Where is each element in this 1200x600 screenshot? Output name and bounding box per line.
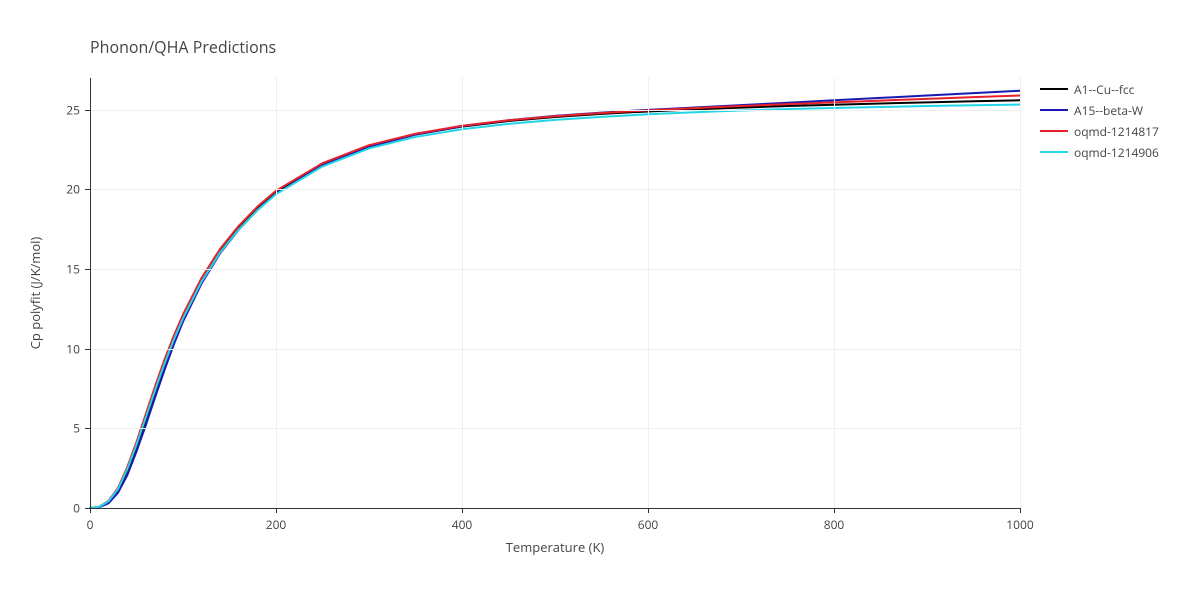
legend-label: oqmd-1214906 [1074, 144, 1159, 161]
y-tick-label: 20 [66, 181, 80, 198]
grid-line-horizontal [90, 349, 1020, 350]
series-line[interactable] [90, 100, 1020, 508]
y-tick-label: 10 [66, 340, 80, 357]
chart-lines-svg [90, 78, 1020, 508]
x-axis-title: Temperature (K) [506, 538, 605, 556]
legend-swatch [1040, 88, 1068, 90]
legend-label: A1--Cu--fcc [1074, 81, 1134, 98]
grid-line-vertical [276, 78, 277, 508]
x-tick-label: 600 [638, 516, 659, 533]
x-tick-label: 1000 [1006, 516, 1033, 533]
legend-swatch [1040, 151, 1068, 153]
legend-item[interactable]: A1--Cu--fcc [1040, 80, 1159, 98]
grid-line-vertical [1020, 78, 1021, 508]
legend[interactable]: A1--Cu--fcc A15--beta-W oqmd-1214817 oqmd-1… [1040, 80, 1159, 164]
legend-label: A15--beta-W [1074, 102, 1143, 119]
legend-swatch [1040, 109, 1068, 111]
grid-line-vertical [834, 78, 835, 508]
grid-line-horizontal [90, 428, 1020, 429]
x-tick-label: 0 [87, 516, 94, 533]
grid-line-horizontal [90, 269, 1020, 270]
chart-title: Phonon/QHA Predictions [90, 36, 276, 58]
legend-item[interactable]: oqmd-1214817 [1040, 122, 1159, 140]
y-tick-label: 25 [66, 101, 80, 118]
x-tick-label: 800 [824, 516, 845, 533]
series-line[interactable] [90, 91, 1020, 508]
series-line[interactable] [90, 96, 1020, 508]
y-tick-label: 15 [66, 261, 80, 278]
legend-swatch [1040, 130, 1068, 132]
x-tick-label: 400 [452, 516, 473, 533]
x-tick-label: 200 [266, 516, 287, 533]
x-tick [1020, 508, 1021, 513]
legend-item[interactable]: A15--beta-W [1040, 101, 1159, 119]
grid-line-vertical [462, 78, 463, 508]
chart-container: Phonon/QHA Predictions Temperature (K) C… [0, 0, 1200, 600]
grid-line-horizontal [90, 110, 1020, 111]
y-tick-label: 5 [73, 420, 80, 437]
legend-label: oqmd-1214817 [1074, 123, 1159, 140]
x-axis-line [90, 508, 1020, 509]
legend-item[interactable]: oqmd-1214906 [1040, 143, 1159, 161]
grid-line-horizontal [90, 189, 1020, 190]
y-axis-title: Cp polyfit (J/K/mol) [26, 237, 44, 350]
y-axis-line [90, 78, 91, 508]
y-tick-label: 0 [73, 500, 80, 517]
plot-area[interactable] [90, 78, 1020, 508]
series-line[interactable] [90, 105, 1020, 508]
grid-line-vertical [648, 78, 649, 508]
